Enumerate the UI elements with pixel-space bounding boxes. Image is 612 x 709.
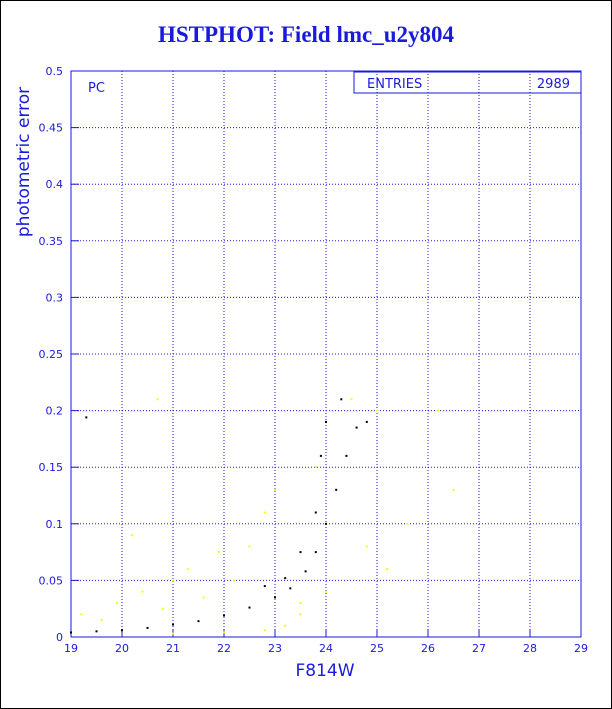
yellow-point-22: [437, 409, 440, 412]
black-point-11: [304, 570, 307, 573]
yellow-point-7: [187, 568, 190, 571]
black-point-1: [70, 631, 72, 634]
y-tick-label-1: 0.05: [39, 574, 64, 587]
y-tick-label-6: 0.3: [46, 291, 64, 304]
yellow-point-20: [386, 568, 389, 571]
x-tick-label-6: 25: [370, 642, 384, 655]
x-tick-label-3: 22: [217, 642, 231, 655]
y-tick-label-2: 0.1: [46, 518, 64, 531]
panel-label: PC: [88, 81, 105, 96]
x-tick-label-0: 19: [64, 642, 78, 655]
y-tick-label-10: 0.5: [46, 65, 64, 78]
y-tick-label-9: 0.45: [39, 122, 64, 135]
black-point-10: [289, 587, 292, 590]
black-point-17: [365, 420, 368, 423]
black-point-21: [325, 420, 327, 423]
yellow-point-14: [284, 624, 287, 627]
black-point-13: [325, 522, 327, 525]
y-tick-label-0: 0: [56, 631, 63, 644]
black-point-3: [121, 629, 123, 632]
yellow-point-11: [248, 545, 251, 548]
black-point-18: [284, 577, 287, 580]
black-point-23: [340, 398, 343, 401]
x-tick-label-4: 23: [268, 642, 282, 655]
x-tick-label-10: 29: [574, 642, 588, 655]
y-tick-label-7: 0.35: [39, 235, 64, 248]
yellow-point-1: [100, 619, 103, 622]
yellow-point-28: [299, 602, 302, 605]
x-tick-label-8: 27: [472, 642, 486, 655]
yellow-point-24: [156, 398, 159, 401]
yellow-point-2: [115, 602, 118, 605]
yellow-point-26: [223, 631, 225, 634]
yellow-point-4: [141, 590, 144, 593]
yellow-point-12: [263, 511, 266, 514]
black-point-24: [263, 585, 266, 588]
y-tick-label-8: 0.4: [46, 178, 64, 191]
y-tick-label-4: 0.2: [46, 405, 64, 418]
yellow-point-10: [233, 579, 236, 582]
x-tick-label-9: 28: [523, 642, 537, 655]
yellow-point-25: [172, 632, 174, 635]
y-tick-label-3: 0.15: [39, 461, 64, 474]
stats-entries-value: 2989: [537, 77, 570, 92]
yellow-point-5: [161, 607, 164, 610]
black-point-16: [355, 426, 358, 429]
stats-box: [353, 71, 582, 94]
series-yellow: [80, 398, 455, 635]
yellow-point-27: [263, 629, 266, 632]
black-point-5: [172, 623, 174, 626]
x-axis-label: F814W: [295, 661, 354, 681]
yellow-point-3: [131, 534, 134, 537]
black-point-8: [248, 606, 251, 609]
black-point-20: [314, 511, 317, 514]
x-axis: 19 20 21 22 23 24 25 26 27 28 29: [64, 629, 588, 655]
yellow-point-19: [376, 409, 378, 412]
yellow-point-21: [406, 522, 409, 525]
black-point-19: [299, 551, 302, 554]
yellow-point-6: [172, 579, 174, 582]
yellow-point-23: [452, 488, 455, 491]
chart-title: HSTPHOT: Field lmc_u2y804: [157, 22, 455, 47]
x-tick-label-7: 26: [421, 642, 435, 655]
yellow-point-0: [80, 613, 83, 616]
stats-entries-label: ENTRIES: [367, 77, 422, 92]
black-point-2: [95, 630, 98, 633]
black-point-9: [274, 596, 276, 599]
yellow-point-29: [365, 545, 368, 548]
yellow-point-9: [217, 551, 220, 554]
black-point-22: [319, 454, 322, 457]
black-point-6: [197, 620, 200, 623]
x-tick-label-1: 20: [115, 642, 129, 655]
yellow-point-18: [350, 398, 353, 401]
black-point-7: [223, 614, 225, 617]
x-tick-label-5: 24: [319, 642, 333, 655]
y-tick-label-5: 0.25: [39, 348, 64, 361]
black-point-14: [335, 488, 338, 491]
yellow-point-8: [202, 596, 205, 599]
x-tick-label-2: 21: [166, 642, 180, 655]
grid: [70, 70, 582, 638]
black-point-4: [146, 626, 149, 629]
yellow-point-15: [299, 613, 302, 616]
y-axis: 0 0.05 0.1 0.15 0.2 0.25 0.3 0.35 0.4 0.45 0.5: [39, 65, 79, 644]
y-axis-label: photometric error: [14, 87, 34, 237]
black-point-15: [345, 454, 348, 457]
yellow-point-17: [325, 590, 327, 593]
yellow-point-13: [274, 488, 276, 491]
series-black: [70, 398, 368, 634]
yellow-point-16: [314, 466, 317, 469]
black-point-12: [314, 551, 317, 554]
black-point-0: [85, 416, 88, 419]
